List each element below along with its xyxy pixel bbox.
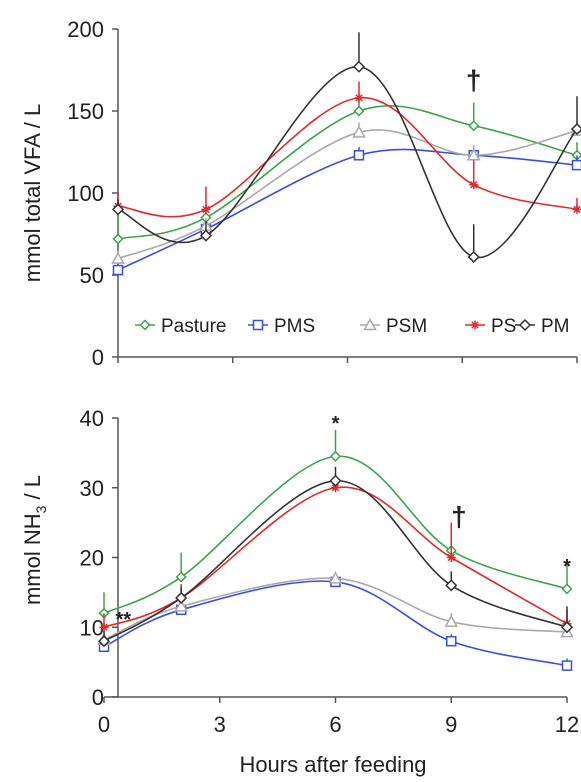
data-point xyxy=(444,614,459,627)
data-point xyxy=(328,571,343,584)
data-point xyxy=(446,553,456,562)
data-point xyxy=(468,120,480,132)
series-line xyxy=(117,148,578,271)
significance-marker: * xyxy=(332,413,340,435)
data-point xyxy=(572,204,581,214)
nh3-y-label-sub: 3 xyxy=(33,505,49,513)
legend-marker xyxy=(470,320,480,330)
vfa-panel: mmol total VFA / L 0 50 100 150 200 † Pastur… xyxy=(20,17,581,370)
x-tick-label: 12 xyxy=(555,712,579,737)
y-tick-label: 100 xyxy=(67,181,104,206)
data-point xyxy=(99,622,109,632)
vfa-series xyxy=(111,32,581,276)
nh3-y-label-main: mmol NH xyxy=(20,513,45,605)
data-point xyxy=(199,229,213,242)
x-tick-label: 9 xyxy=(445,712,457,737)
series-line xyxy=(103,580,568,667)
data-point xyxy=(352,60,366,73)
vfa-y-axis-label: mmol total VFA / L xyxy=(20,104,45,283)
data-point xyxy=(467,250,480,264)
legend-label: PSM xyxy=(386,316,427,337)
series-pms xyxy=(98,574,573,671)
nh3-y-label-tail: / L xyxy=(20,475,45,506)
data-point xyxy=(445,579,458,592)
data-point xyxy=(446,635,457,647)
vfa-y-ticks: 0 50 100 150 200 xyxy=(67,17,118,370)
data-point xyxy=(329,474,342,487)
data-point xyxy=(354,93,364,103)
y-tick-label: 150 xyxy=(67,99,104,124)
legend-marker xyxy=(139,319,151,331)
data-point xyxy=(561,660,573,671)
x-tick-label: 6 xyxy=(329,712,341,737)
data-point xyxy=(570,122,581,136)
series-line xyxy=(117,65,578,259)
vfa-x-ticks xyxy=(117,357,578,363)
series-line xyxy=(117,105,578,240)
data-point xyxy=(469,180,479,190)
data-point xyxy=(174,599,188,612)
series-pm xyxy=(111,32,581,264)
series-pasture xyxy=(112,96,581,245)
legend-label: PM xyxy=(541,316,570,337)
data-point xyxy=(329,450,342,462)
data-point xyxy=(112,264,124,276)
series-pms xyxy=(112,147,581,276)
y-tick-label: 40 xyxy=(80,406,104,431)
y-tick-label: 30 xyxy=(80,476,104,501)
series-line xyxy=(103,479,568,642)
series-ps xyxy=(113,81,581,218)
data-point xyxy=(331,483,340,493)
legend-marker xyxy=(252,319,264,331)
nh3-annotations: ***†* xyxy=(116,413,572,631)
y-tick-label: 50 xyxy=(80,263,104,288)
nh3-y-axis-label: mmol NH3 / L xyxy=(20,475,49,605)
legend-label: Pasture xyxy=(161,316,226,337)
data-point xyxy=(201,204,211,214)
legend-marker xyxy=(518,318,532,332)
legend-item-pm: PM xyxy=(515,316,570,337)
data-point xyxy=(352,125,366,138)
data-point xyxy=(175,591,188,605)
vfa-annotations: † xyxy=(466,65,482,96)
significance-marker: † xyxy=(466,65,482,96)
x-axis-label: Hours after feeding xyxy=(239,752,426,777)
data-point xyxy=(111,251,125,264)
data-point xyxy=(353,105,365,117)
nh3-x-ticks: 0 3 6 9 12 xyxy=(98,697,579,737)
data-point xyxy=(111,203,125,216)
significance-marker: * xyxy=(563,556,571,578)
data-point xyxy=(97,635,111,648)
data-point xyxy=(466,148,481,161)
data-point xyxy=(561,583,573,595)
series-line xyxy=(103,577,568,641)
y-tick-label: 0 xyxy=(92,685,104,710)
legend-marker xyxy=(363,317,377,331)
data-point xyxy=(112,233,124,245)
x-tick-label: 0 xyxy=(98,712,110,737)
legend-label: PS xyxy=(491,316,516,337)
significance-marker: ** xyxy=(116,609,132,631)
series-pm xyxy=(97,466,574,648)
y-tick-label: 200 xyxy=(67,17,104,42)
legend-item-psm: PSM xyxy=(360,316,427,337)
nh3-series xyxy=(97,429,574,671)
y-tick-label: 0 xyxy=(92,345,104,370)
x-tick-label: 3 xyxy=(214,712,226,737)
legend-item-pms: PMS xyxy=(248,316,315,337)
legend: Pasture PMS PSM PS PM xyxy=(135,316,570,337)
y-tick-label: 20 xyxy=(80,546,104,571)
data-point xyxy=(353,150,365,161)
data-point xyxy=(175,571,187,583)
legend-item-ps: PS xyxy=(465,316,516,337)
data-point xyxy=(560,621,574,634)
legend-item-pasture: Pasture xyxy=(135,316,226,337)
legend-label: PMS xyxy=(274,316,315,337)
data-point xyxy=(571,159,581,171)
series-pasture xyxy=(98,429,573,619)
significance-marker: † xyxy=(451,501,467,532)
